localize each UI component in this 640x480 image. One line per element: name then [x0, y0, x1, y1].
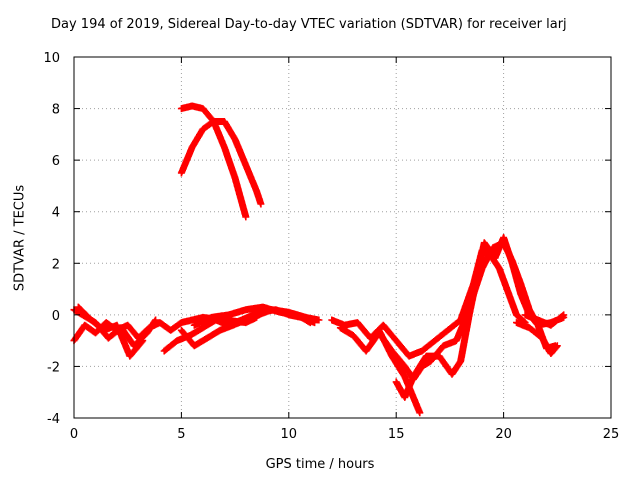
y-tick-label: 6	[52, 154, 60, 169]
data-point-markers	[392, 234, 568, 401]
data-markers	[70, 102, 568, 417]
x-tick-label: 20	[495, 427, 512, 442]
chart-title: Day 194 of 2019, Sidereal Day-to-day VTE…	[51, 17, 567, 32]
grid-lines	[74, 57, 611, 418]
x-tick-label: 5	[177, 427, 185, 442]
x-tick-label: 15	[388, 427, 405, 442]
series-track-f	[190, 303, 314, 329]
data-point-markers	[177, 118, 265, 208]
series-track-g	[177, 118, 265, 208]
y-tick-label: 4	[52, 206, 60, 221]
y-tick-label: 10	[43, 51, 60, 66]
series-track-l	[392, 234, 568, 401]
y-tick-label: -4	[47, 412, 60, 427]
y-axis-label: SDTVAR / TECUs	[12, 184, 28, 292]
data-point-markers	[177, 102, 250, 221]
plot-border	[73, 56, 612, 419]
x-tick-label: 10	[281, 427, 298, 442]
y-tick-label: -2	[47, 360, 60, 375]
y-tick-label: 8	[52, 103, 60, 118]
data-point-markers	[521, 311, 568, 329]
series-track-h	[177, 102, 250, 221]
x-tick-label: 0	[70, 427, 78, 442]
data-point-markers	[190, 303, 314, 329]
y-tick-label: 0	[52, 309, 60, 324]
data-point-markers	[513, 319, 561, 357]
plot-area	[74, 57, 611, 418]
y-tick-label: 2	[52, 257, 60, 272]
x-tick-label: 25	[603, 427, 620, 442]
series-track-n	[521, 311, 568, 329]
series-track-m	[513, 319, 561, 357]
x-axis-label: GPS time / hours	[265, 457, 375, 472]
axis-ticks: 0 5 10 15 20 25 -4 -2 0 2 4 6 8 10	[43, 51, 619, 442]
data-point-markers	[74, 303, 147, 360]
series-track-c	[74, 303, 147, 360]
